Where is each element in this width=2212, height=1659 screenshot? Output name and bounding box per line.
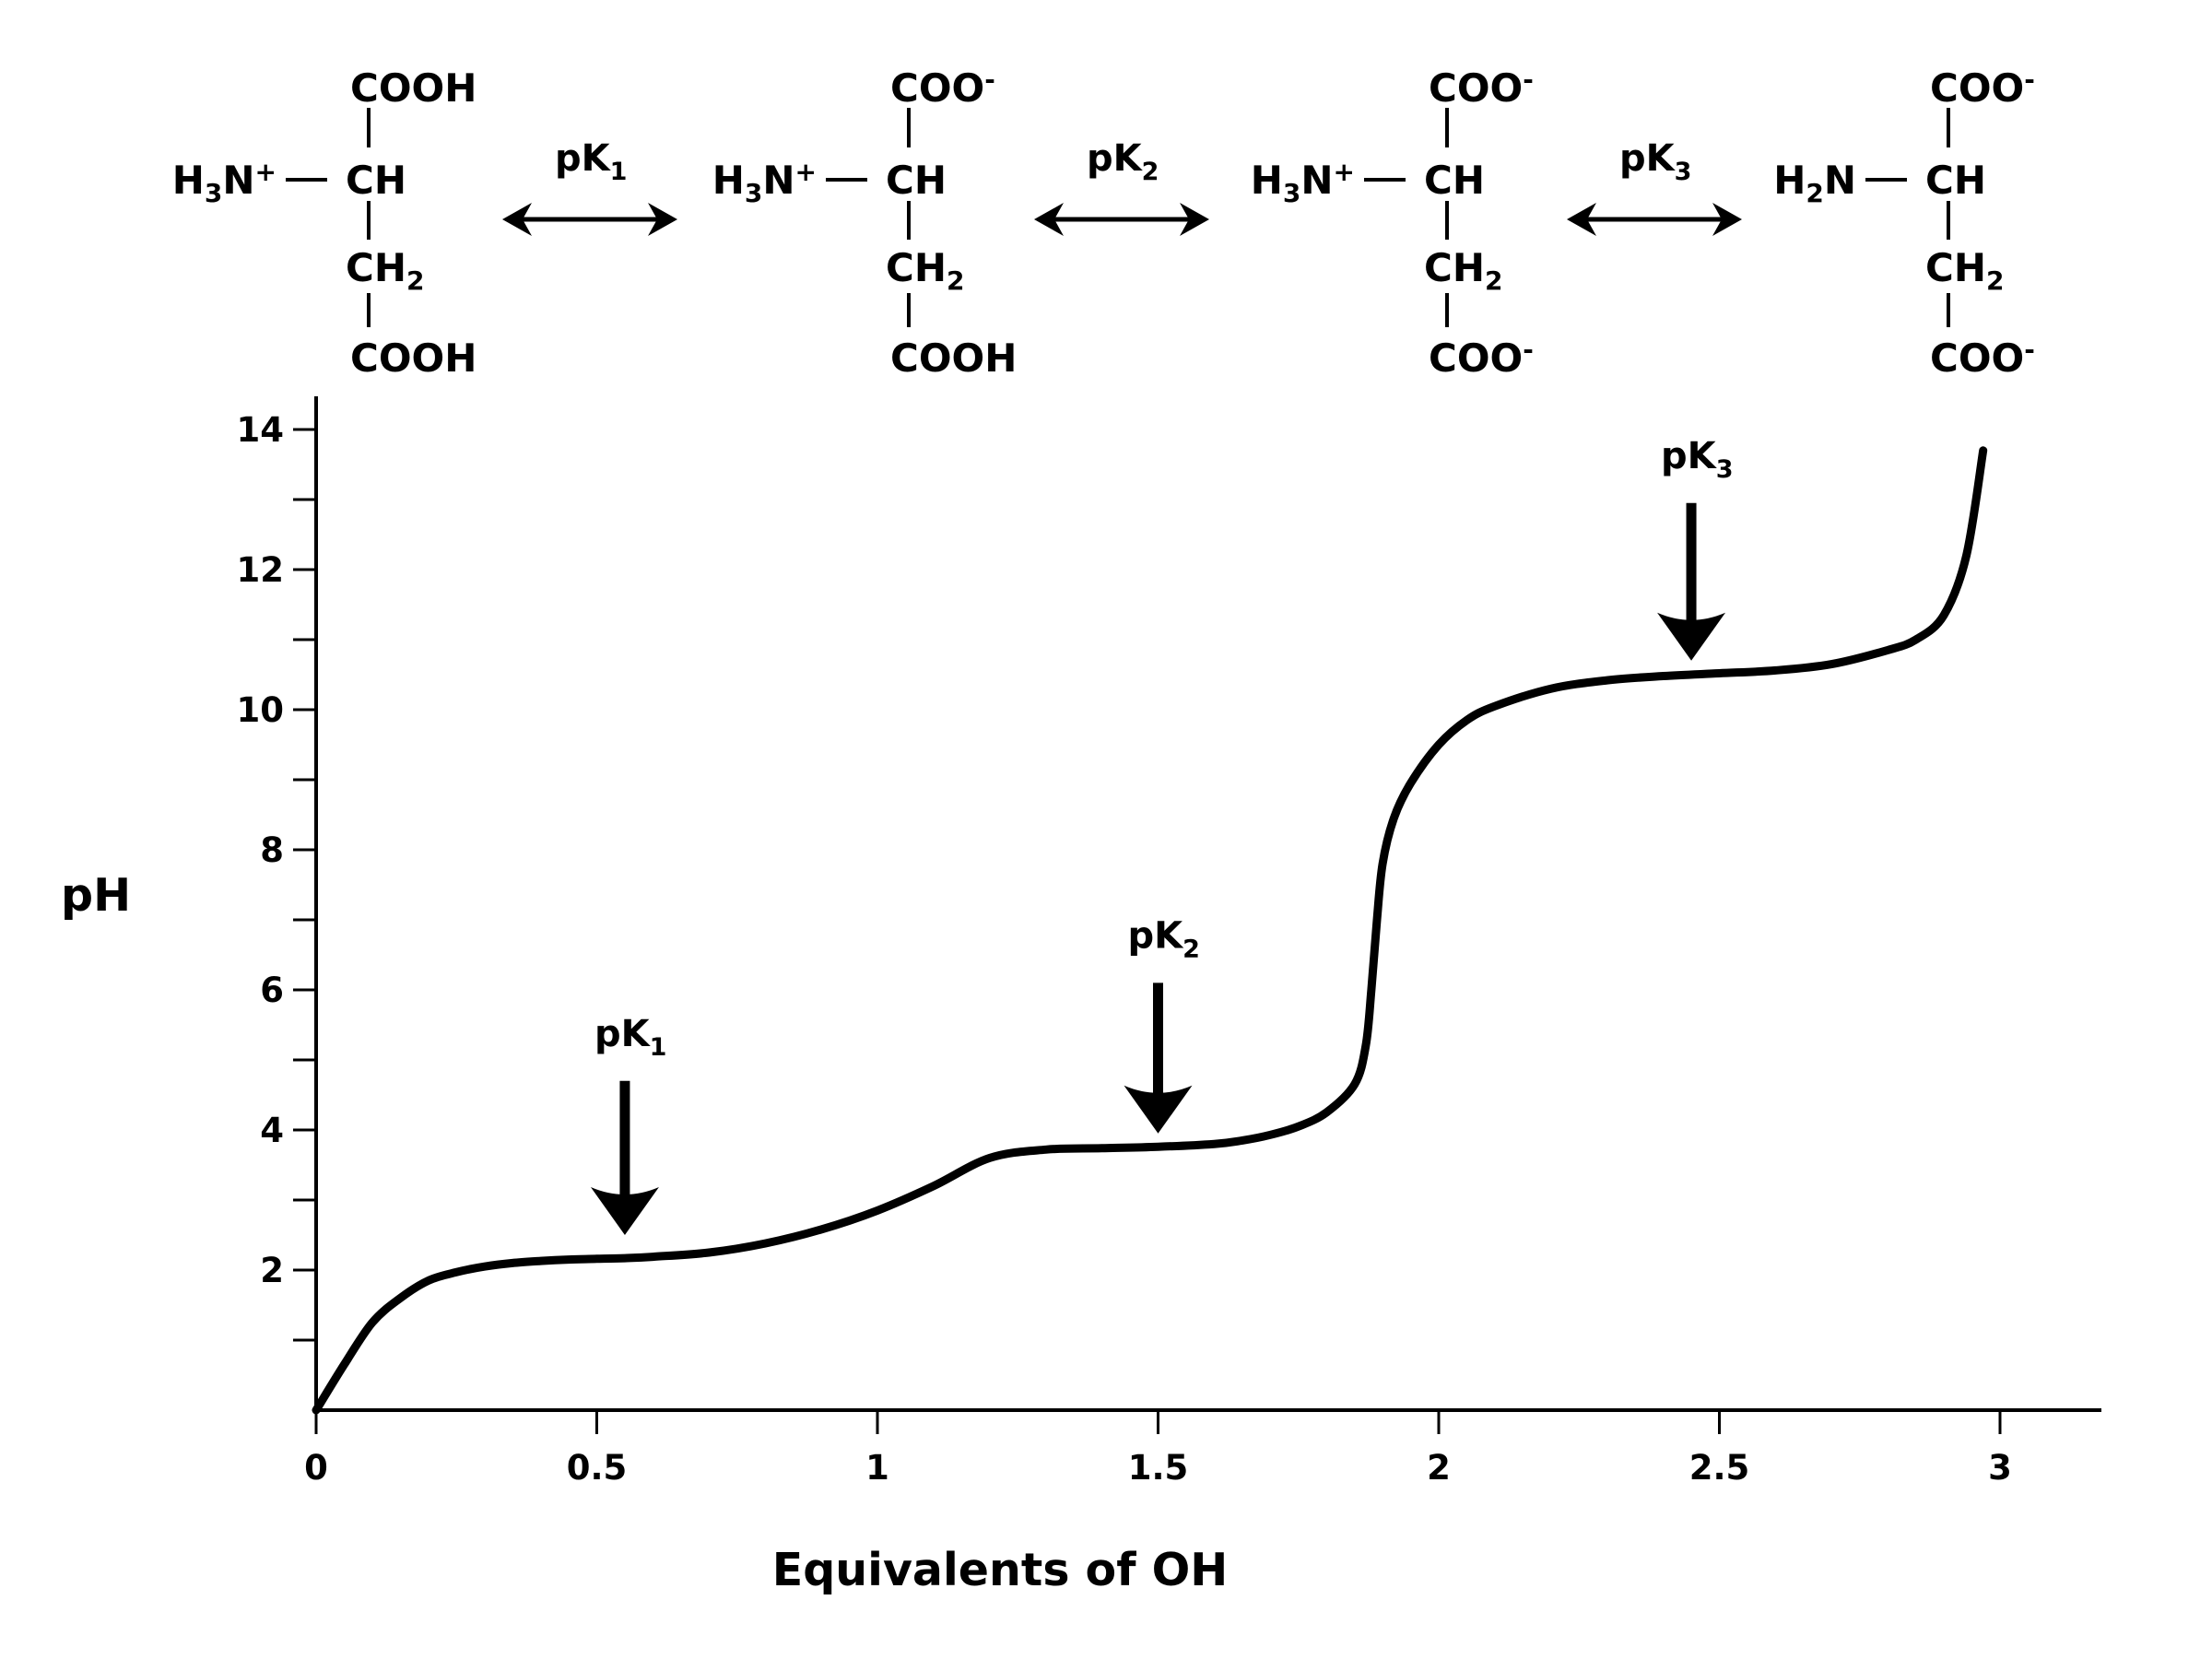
- amine-charge: +: [795, 157, 817, 187]
- alpha-ch: CH: [1424, 158, 1485, 203]
- bottom-carboxyl-group: COO-: [1429, 335, 1534, 381]
- amine-charge: +: [255, 157, 276, 187]
- pk1-annotation: pK1: [590, 1013, 666, 1235]
- pk-subscript: 1: [650, 1033, 667, 1062]
- equilibrium-subscript: 3: [1675, 158, 1692, 186]
- y-tick-label: 10: [237, 690, 285, 730]
- ch2-subscript: 2: [1485, 265, 1502, 296]
- charge-superscript: -: [2024, 65, 2035, 95]
- ch2-group: CH2: [886, 245, 964, 296]
- pk-arrow-head: [590, 1187, 659, 1235]
- y-tick-label: 14: [237, 410, 285, 450]
- equilibrium-arrowhead-right: [1712, 203, 1742, 236]
- alpha-ch: CH: [1925, 158, 1986, 203]
- y-tick-label: 2: [260, 1251, 284, 1290]
- equilibrium-1: pK1: [502, 137, 677, 236]
- ch2-subscript: 2: [947, 265, 964, 296]
- pk-label: pK2: [1128, 914, 1200, 963]
- structure-3: COO- CH H3N+ CH2 COO-: [1251, 65, 1534, 381]
- structure-4: COO- CH H2N CH2 COO-: [1773, 65, 2035, 381]
- y-tick-label: 8: [260, 830, 284, 870]
- pk-arrow-head: [1657, 612, 1726, 661]
- amine-subscript: 3: [1283, 178, 1300, 208]
- equilibrium-3: pK3: [1567, 137, 1742, 236]
- structure-2: COO- CH H3N+ CH2 COOH: [712, 65, 1018, 381]
- x-tick-label: 1: [865, 1448, 889, 1488]
- bottom-carboxyl-group: COOH: [350, 335, 477, 381]
- x-tick-label: 2.5: [1689, 1448, 1750, 1488]
- x-tick-label: 1.5: [1128, 1448, 1189, 1488]
- amine-n: N: [762, 158, 794, 203]
- y-tick-label: 12: [237, 550, 285, 590]
- ch2-group: CH2: [346, 245, 424, 296]
- top-carboxyl-group: COOH: [350, 65, 477, 111]
- titration-curve: [312, 446, 1988, 1415]
- pk-subscript: 2: [1182, 935, 1200, 963]
- alpha-ch: CH: [346, 158, 406, 203]
- equilibrium-arrowhead-left: [502, 203, 532, 236]
- amine-n: N: [222, 158, 254, 203]
- y-tick-label: 6: [260, 971, 284, 1010]
- bottom-carboxyl-group: COO-: [1930, 335, 2035, 381]
- ch2-group: CH2: [1925, 245, 2004, 296]
- equilibrium-arrowhead-right: [648, 203, 677, 236]
- x-tick-label: 2: [1427, 1448, 1451, 1488]
- charge-superscript: -: [984, 65, 995, 95]
- top-carboxyl-group: COO-: [890, 65, 995, 111]
- pk-label: pK1: [594, 1013, 666, 1062]
- pk-arrow-head: [1124, 1085, 1193, 1134]
- equilibrium-2: pK2: [1034, 137, 1209, 236]
- amine-group: H3N+: [1251, 157, 1355, 208]
- charge-superscript: -: [1523, 335, 1534, 365]
- pk2-annotation: pK2: [1124, 914, 1200, 1134]
- structure-1: COOH CH H3N+ CH2 COOH: [172, 65, 477, 381]
- top-carboxyl-group: COO-: [1930, 65, 2035, 111]
- bottom-carboxyl-group: COOH: [890, 335, 1017, 381]
- amine-n: N: [1300, 158, 1333, 203]
- x-ticks: 0 0.5 1 1.5 2 2.5 3: [304, 1410, 2012, 1488]
- y-axis-title: pH: [61, 869, 131, 922]
- pk-label: pK3: [1661, 435, 1733, 484]
- equilibrium-label: pK3: [1619, 137, 1691, 186]
- x-tick-label: 0: [304, 1448, 328, 1488]
- x-tick-label: 3: [1988, 1448, 2012, 1488]
- pk-subscript: 3: [1716, 455, 1734, 484]
- equilibrium-subscript: 1: [610, 158, 628, 186]
- ch2-group: CH2: [1424, 245, 1502, 296]
- equilibrium-arrowhead-left: [1034, 203, 1064, 236]
- ionization-scheme: COOHCHH3N+CH2COOHCOO-CHH3N+CH2COOHCOO-CH…: [172, 65, 2035, 381]
- y-ticks: 2 4 6 8 10 12 14: [237, 410, 316, 1342]
- amine-n: N: [1824, 158, 1856, 203]
- equilibrium-label: pK1: [555, 137, 627, 186]
- pk-annotations: pK1 pK2 pK3: [590, 435, 1733, 1235]
- amine-group: H3N+: [172, 157, 276, 208]
- pk3-annotation: pK3: [1657, 435, 1733, 661]
- charge-superscript: -: [2024, 335, 2035, 365]
- equilibrium-arrowhead-right: [1180, 203, 1209, 236]
- amine-subscript: 3: [205, 178, 222, 208]
- equilibrium-subscript: 2: [1142, 158, 1159, 186]
- alpha-ch: CH: [886, 158, 947, 203]
- x-tick-label: 0.5: [567, 1448, 628, 1488]
- ch2-subscript: 2: [406, 265, 424, 296]
- y-tick-label: 4: [260, 1111, 284, 1150]
- amine-group: H2N: [1773, 158, 1856, 208]
- equilibrium-arrowhead-left: [1567, 203, 1596, 236]
- amine-group: H3N+: [712, 157, 817, 208]
- x-axis-title: Equivalents of OH: [772, 1544, 1229, 1596]
- charge-superscript: -: [1523, 65, 1534, 95]
- ch2-subscript: 2: [1986, 265, 2004, 296]
- amine-subscript: 2: [1806, 178, 1823, 208]
- top-carboxyl-group: COO-: [1429, 65, 1534, 111]
- amine-charge: +: [1334, 157, 1355, 187]
- equilibrium-label: pK2: [1087, 137, 1159, 186]
- amine-subscript: 3: [745, 178, 762, 208]
